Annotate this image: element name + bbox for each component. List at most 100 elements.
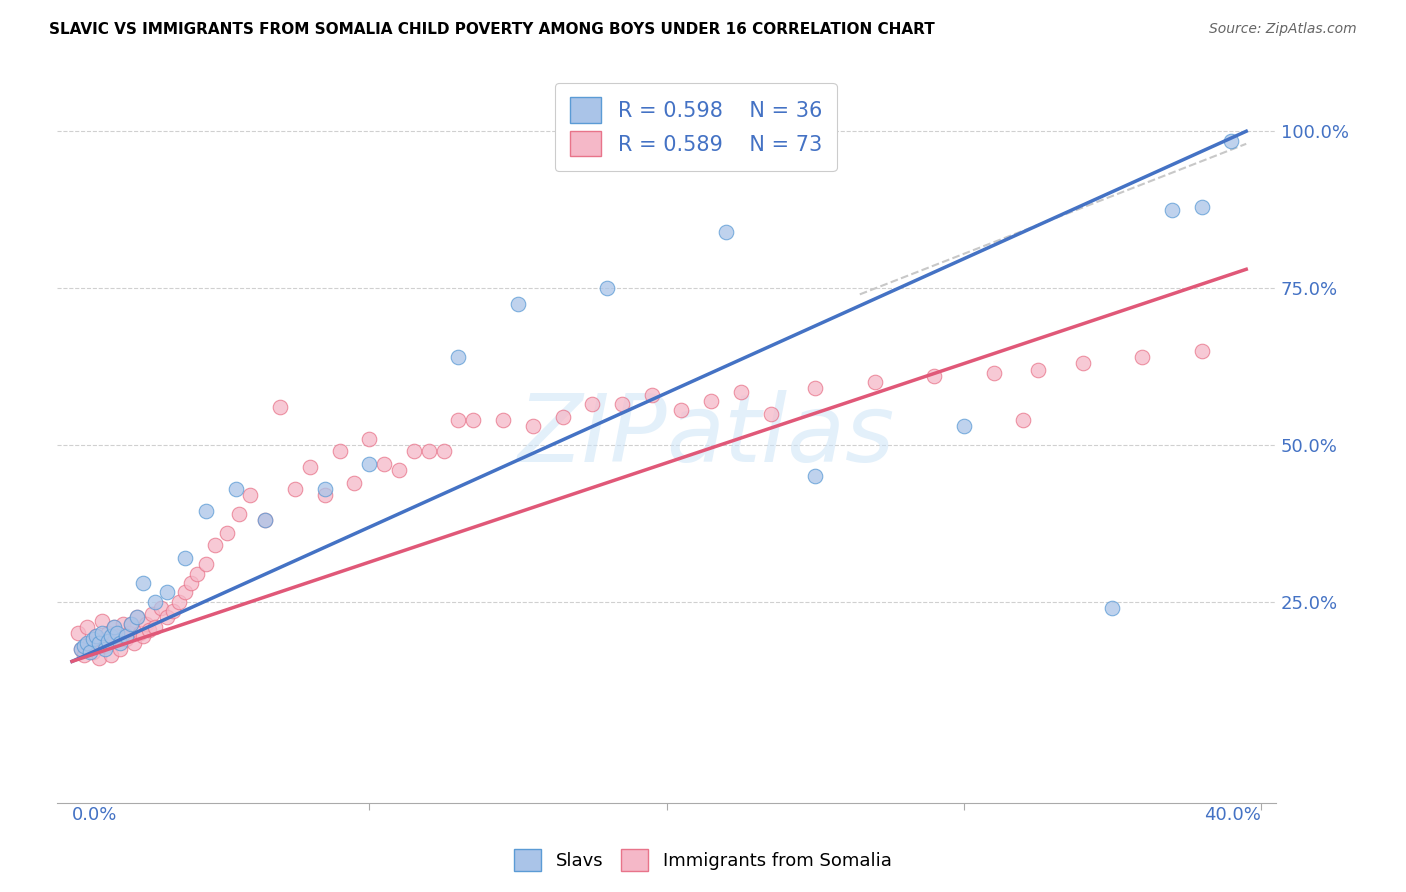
Point [90, 614, 112, 628]
Point [82, 645, 104, 659]
Point [129, 626, 152, 640]
Point [1071, 356, 1094, 370]
Point [433, 444, 456, 458]
Point [269, 401, 291, 415]
Point [73, 639, 96, 653]
Point [162, 604, 184, 618]
Point [167, 595, 190, 609]
Point [359, 432, 381, 446]
Point [76, 635, 98, 649]
Point [714, 225, 737, 239]
Point [141, 607, 163, 622]
Point [551, 409, 574, 424]
Point [641, 388, 664, 402]
Point [76, 620, 98, 634]
Point [922, 368, 945, 383]
Point [132, 629, 155, 643]
Point [983, 366, 1005, 380]
Point [581, 397, 603, 411]
Text: Source: ZipAtlas.com: Source: ZipAtlas.com [1209, 22, 1357, 37]
Point [127, 610, 149, 624]
Point [1161, 202, 1184, 217]
Text: 40.0%: 40.0% [1204, 805, 1261, 823]
Text: SLAVIC VS IMMIGRANTS FROM SOMALIA CHILD POVERTY AMONG BOYS UNDER 16 CORRELATION : SLAVIC VS IMMIGRANTS FROM SOMALIA CHILD … [49, 22, 935, 37]
Point [66, 626, 89, 640]
Point [93, 639, 115, 653]
Point [610, 397, 633, 411]
Point [114, 629, 136, 643]
Point [108, 635, 131, 649]
Point [284, 482, 307, 496]
Point [103, 620, 125, 634]
Point [239, 488, 262, 502]
Point [127, 610, 149, 624]
Point [90, 626, 112, 640]
Legend: R = 0.598    N = 36, R = 0.589    N = 73: R = 0.598 N = 36, R = 0.589 N = 73 [555, 83, 837, 171]
Point [804, 469, 827, 483]
Point [87, 651, 110, 665]
Point [105, 626, 128, 640]
Point [254, 513, 277, 527]
Point [1191, 343, 1213, 358]
Point [314, 482, 336, 496]
Point [730, 384, 752, 399]
Point [359, 457, 381, 471]
Text: atlas: atlas [666, 390, 894, 481]
Point [953, 419, 976, 434]
Point [105, 629, 128, 643]
Point [492, 413, 515, 427]
Point [1130, 350, 1153, 364]
Point [79, 645, 101, 659]
Point [418, 444, 440, 458]
Point [135, 616, 157, 631]
Point [70, 641, 93, 656]
Point [329, 444, 352, 458]
Point [93, 641, 115, 656]
Point [1191, 200, 1213, 214]
Point [254, 513, 277, 527]
Point [114, 632, 136, 647]
Point [100, 629, 122, 643]
Point [143, 620, 166, 634]
Point [84, 629, 107, 643]
Point [84, 629, 107, 643]
Point [447, 413, 470, 427]
Point [447, 350, 470, 364]
Point [121, 616, 143, 631]
Point [388, 463, 411, 477]
Point [143, 595, 166, 609]
Point [1026, 362, 1049, 376]
Point [225, 482, 247, 496]
Point [156, 610, 179, 624]
Point [124, 635, 146, 649]
Point [463, 413, 485, 427]
Point [117, 626, 139, 640]
Point [70, 641, 93, 656]
Point [671, 403, 693, 417]
Point [150, 601, 173, 615]
Point [1012, 413, 1035, 427]
Point [194, 557, 217, 571]
Point [97, 626, 120, 640]
Point [298, 459, 321, 474]
Point [596, 281, 619, 295]
Point [174, 585, 197, 599]
Point [373, 457, 395, 471]
Point [79, 635, 101, 649]
Legend: Slavs, Immigrants from Somalia: Slavs, Immigrants from Somalia [508, 842, 898, 879]
Point [132, 576, 155, 591]
Point [103, 620, 125, 634]
Point [700, 394, 723, 409]
Point [73, 648, 96, 662]
Point [204, 538, 226, 552]
Point [194, 504, 217, 518]
Point [228, 507, 250, 521]
Point [314, 488, 336, 502]
Point [1101, 601, 1123, 615]
Point [174, 550, 197, 565]
Point [180, 576, 202, 591]
Point [1220, 134, 1243, 148]
Point [138, 623, 160, 637]
Point [215, 525, 238, 540]
Point [156, 585, 179, 599]
